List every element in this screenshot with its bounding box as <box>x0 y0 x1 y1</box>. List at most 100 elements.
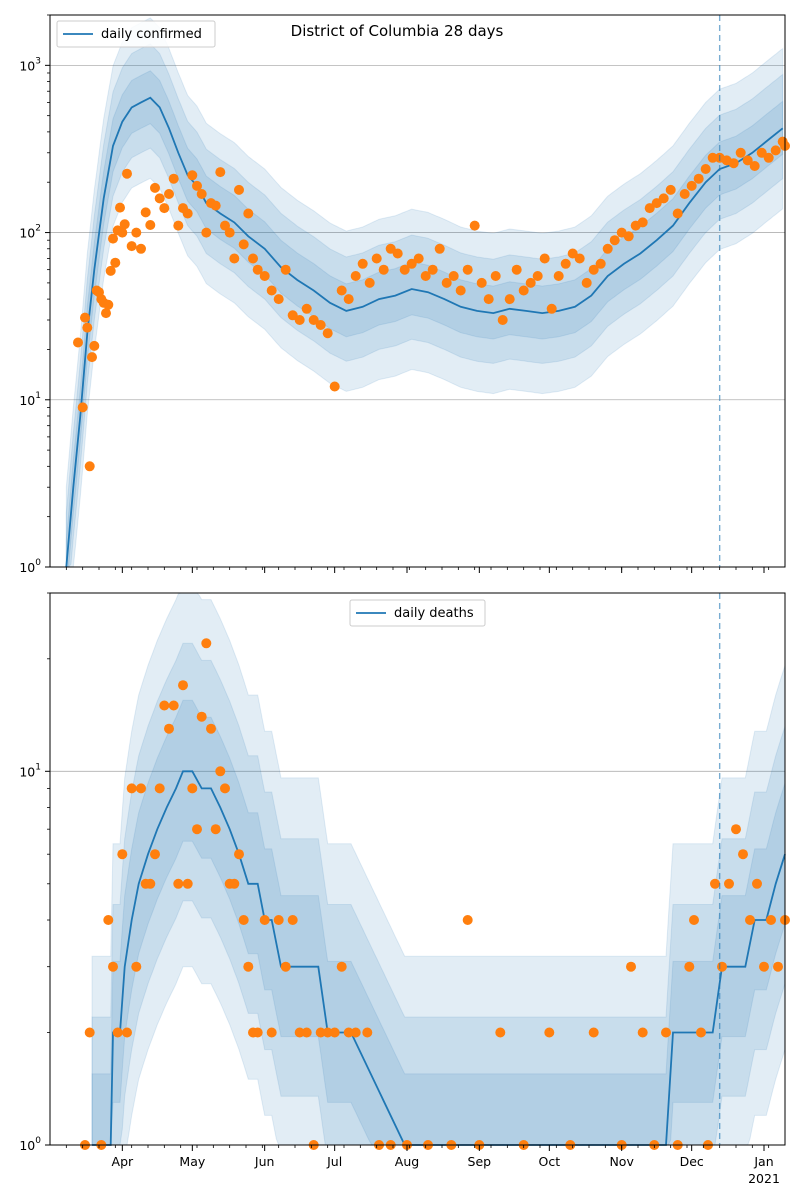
x-tick-label-9: Jan <box>753 1154 773 1169</box>
x-tick-label-8: Dec <box>680 1154 704 1169</box>
observed-point-44 <box>234 184 244 195</box>
x-tick-label-2: Jun <box>254 1154 275 1169</box>
observed-point-103 <box>637 217 648 228</box>
observed-point-122 <box>770 145 781 156</box>
observed-point-24 <box>140 207 151 218</box>
observed-point-36 <box>259 915 270 925</box>
observed-point-82 <box>773 961 783 972</box>
observed-point-44 <box>315 1027 326 1038</box>
confirmed-axes-frame <box>49 14 786 568</box>
observed-point-58 <box>495 1027 506 1038</box>
observed-point-24 <box>201 638 212 649</box>
observed-point-77 <box>738 849 748 860</box>
observed-point-97 <box>595 258 606 269</box>
observed-point-76 <box>448 271 459 281</box>
deaths-axes-frame <box>49 592 786 1146</box>
observed-point-86 <box>518 285 529 296</box>
observed-point-26 <box>210 824 221 835</box>
observed-point-68 <box>392 248 403 259</box>
observed-point-12 <box>145 878 156 889</box>
observed-point-41 <box>220 220 230 231</box>
deaths-legend-box <box>349 599 486 627</box>
observed-point-1 <box>77 402 88 413</box>
observed-point-107 <box>665 184 676 195</box>
x-tick-label-6: Oct <box>539 1154 561 1169</box>
observed-point-46 <box>329 1027 340 1038</box>
deaths-legend-label: daily deaths <box>394 606 474 621</box>
observed-point-91 <box>553 271 564 281</box>
observed-point-80 <box>476 277 487 288</box>
observed-point-110 <box>686 180 697 191</box>
observed-point-18 <box>117 227 128 238</box>
observed-point-49 <box>350 1027 361 1038</box>
observed-point-21 <box>187 783 198 794</box>
observed-point-56 <box>462 915 473 925</box>
observed-point-104 <box>644 203 655 214</box>
observed-point-89 <box>539 253 550 264</box>
observed-point-78 <box>462 264 473 275</box>
observed-point-19 <box>178 680 188 691</box>
observed-point-88 <box>532 271 543 281</box>
observed-point-81 <box>483 294 494 305</box>
observed-point-11 <box>101 308 111 319</box>
observed-point-78 <box>745 915 755 925</box>
observed-point-92 <box>560 258 571 269</box>
observed-point-108 <box>672 208 683 219</box>
observed-point-51 <box>273 294 284 305</box>
observed-point-6 <box>117 849 128 860</box>
observed-point-36 <box>196 189 207 199</box>
observed-point-116 <box>728 158 739 169</box>
observed-point-49 <box>259 271 270 281</box>
observed-point-83 <box>497 315 508 325</box>
x-tick-label-4: Aug <box>395 1154 419 1169</box>
x-tick-label-0: Apr <box>112 1154 134 1169</box>
observed-point-25 <box>206 723 216 734</box>
observed-point-112 <box>700 164 711 174</box>
y-tick-label-0: 100 <box>19 558 41 575</box>
confirmed-observed-points <box>73 136 790 472</box>
observed-point-20 <box>122 168 132 179</box>
observed-point-22 <box>192 824 202 835</box>
observed-point-63 <box>357 258 368 269</box>
observed-point-46 <box>243 208 254 219</box>
observed-point-22 <box>131 227 142 238</box>
observed-point-28 <box>220 783 230 794</box>
observed-point-21 <box>126 241 137 252</box>
observed-point-13 <box>105 265 116 276</box>
observed-point-109 <box>679 189 690 199</box>
observed-point-48 <box>343 1027 354 1038</box>
observed-point-75 <box>724 878 734 889</box>
observed-point-3 <box>82 322 93 333</box>
observed-point-31 <box>173 220 184 231</box>
observed-point-70 <box>406 258 417 269</box>
observed-point-75 <box>441 277 452 288</box>
observed-point-56 <box>308 315 319 325</box>
confirmed-panel: 100 101 102 103 District of Columbia 28 day… <box>19 14 790 575</box>
observed-point-53 <box>287 310 298 321</box>
observed-point-61 <box>343 294 354 305</box>
observed-point-39 <box>210 200 221 211</box>
observed-point-66 <box>378 264 389 275</box>
y-tick-label-1: 101 <box>19 391 41 408</box>
observed-point-37 <box>266 1027 277 1038</box>
observed-point-74 <box>434 243 445 254</box>
observed-point-41 <box>294 1027 305 1038</box>
observed-point-121 <box>763 152 774 163</box>
observed-point-94 <box>574 253 585 264</box>
observed-point-55 <box>301 303 312 314</box>
observed-point-60 <box>544 1027 555 1038</box>
observed-point-4 <box>108 961 118 972</box>
observed-point-23 <box>196 711 207 722</box>
observed-point-9 <box>131 961 142 972</box>
observed-point-76 <box>731 824 741 835</box>
observed-point-64 <box>626 961 636 972</box>
observed-point-95 <box>581 277 592 288</box>
observed-point-8 <box>126 783 137 794</box>
observed-point-43 <box>229 253 240 264</box>
observed-point-59 <box>329 381 340 392</box>
observed-point-35 <box>252 1027 263 1038</box>
observed-point-57 <box>315 320 326 330</box>
observed-point-16 <box>164 723 174 734</box>
observed-point-27 <box>154 193 165 204</box>
confirmed-x-ticks <box>65 567 770 573</box>
